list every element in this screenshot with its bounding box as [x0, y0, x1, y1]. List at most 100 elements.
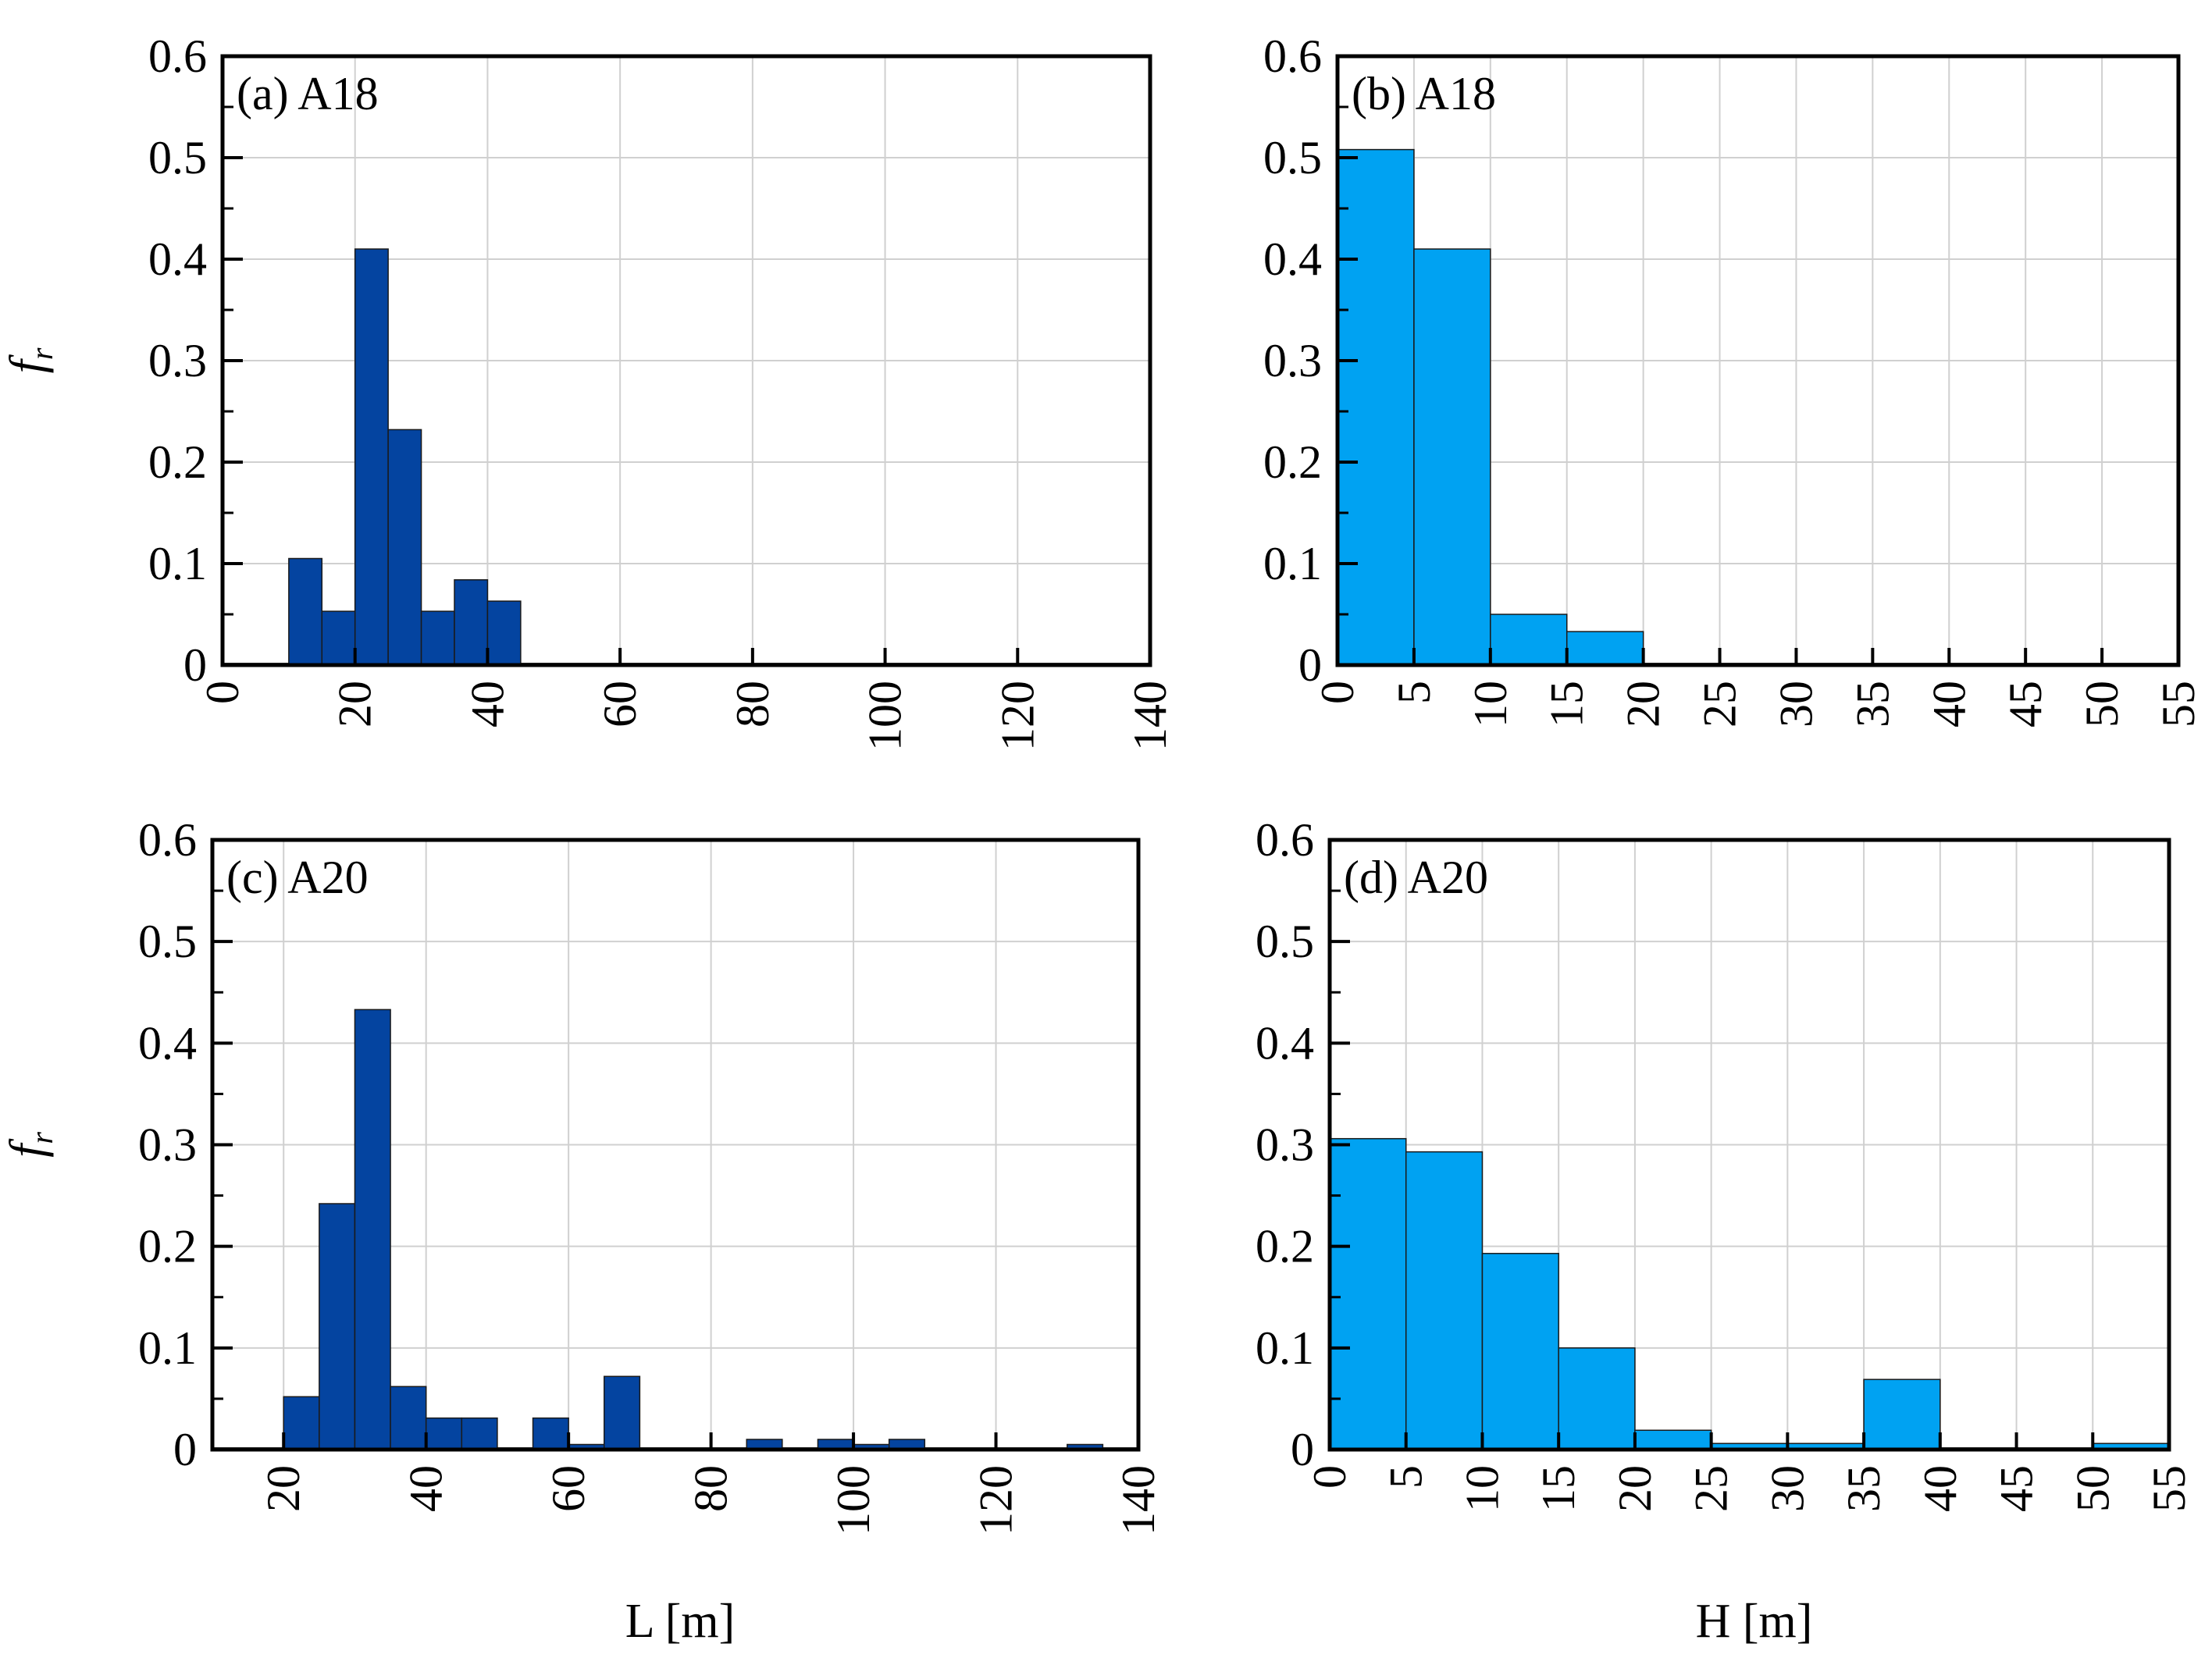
y-tick-label: 0.2 [148, 436, 207, 488]
histogram-bar [288, 557, 323, 666]
panel-a-length-A18: 0 0.1 0.2 0.3 0.4 0.5 0.6 0 20 40 60 80 100 120 140 (a)… [1, 30, 1176, 751]
histogram-bar [1490, 614, 1568, 666]
x-tick-label: 10 [1465, 681, 1516, 728]
y-tick-label: 0.6 [138, 814, 197, 866]
y-tick-label: 0.1 [1263, 538, 1322, 589]
y-tick-label: 0.2 [138, 1221, 197, 1272]
x-tick-label: 50 [2076, 681, 2128, 728]
x-tick-label: 5 [1380, 1465, 1432, 1489]
y-tick-label: 0.1 [148, 538, 207, 589]
y-tick-label: 0.3 [1256, 1119, 1314, 1171]
panel-label: (b) A18 [1352, 68, 1496, 119]
x-tick-label: 40 [401, 1465, 452, 1512]
histogram-bar [532, 1417, 569, 1450]
histogram-bar [420, 610, 455, 666]
x-tick-label: 55 [2143, 1465, 2195, 1512]
x-tick-label: 30 [1761, 1465, 1813, 1512]
y-axis-title-subscript: r [24, 1132, 59, 1144]
y-tick-label: 0.6 [1256, 814, 1314, 866]
x-tick-label: 80 [686, 1465, 737, 1512]
x-tick-label: 35 [1847, 681, 1898, 728]
y-tick-label: 0.5 [1263, 132, 1322, 183]
y-tick-label: 0.2 [1263, 436, 1322, 488]
histogram-bar [390, 1386, 427, 1450]
x-tick-label: 15 [1541, 681, 1593, 728]
x-axis-title: H [m] [1696, 1595, 1813, 1648]
x-tick-label: 100 [828, 1465, 879, 1535]
panel-label: (c) A20 [226, 852, 369, 903]
x-tick-label: 5 [1388, 681, 1440, 704]
histogram-bar [454, 579, 489, 666]
y-axis-title: fr [1, 1132, 59, 1158]
panel-c-length-A20: 0 0.1 0.2 0.3 0.4 0.5 0.6 20 40 60 80 100 120 140 (c) … [1, 814, 1164, 1648]
y-tick-label: 0.5 [148, 132, 207, 183]
panel-d-height-A20: 0 0.1 0.2 0.3 0.4 0.5 0.6 0 5 10 15 20 25 30 35 40 45 50 5… [1256, 814, 2195, 1648]
x-tick-label: 25 [1686, 1465, 1737, 1512]
histogram-bar [1863, 1379, 1941, 1450]
histogram-bar [461, 1417, 498, 1450]
y-tick-label: 0.4 [1256, 1017, 1314, 1069]
y-tick-label: 0.1 [1256, 1322, 1314, 1374]
y-tick-label: 0.4 [1263, 233, 1322, 285]
x-tick-label: 45 [1991, 1465, 2043, 1512]
histogram-bar [1558, 1347, 1636, 1450]
x-tick-label: 55 [2153, 681, 2204, 728]
histogram-bar [1634, 1429, 1712, 1450]
x-tick-label: 10 [1456, 1465, 1508, 1512]
y-tick-label: 0.5 [1256, 916, 1314, 967]
y-tick-label: 0.4 [138, 1017, 197, 1069]
x-tick-label: 40 [1915, 1465, 1966, 1512]
histogram-bar [1565, 631, 1644, 666]
histogram-bar [319, 1203, 356, 1450]
x-tick-label: 60 [543, 1465, 594, 1512]
panel-label: (d) A20 [1344, 852, 1488, 903]
x-tick-label: 35 [1838, 1465, 1890, 1512]
x-axis-title: L [m] [625, 1595, 736, 1648]
histogram-bar [387, 429, 422, 666]
y-tick-label: 0.4 [148, 233, 207, 285]
x-tick-label: 0 [1304, 1465, 1355, 1489]
y-tick-label: 0.3 [1263, 335, 1322, 386]
histogram-bar [1337, 148, 1415, 666]
x-tick-label: 0 [197, 681, 248, 704]
x-tick-label: 20 [258, 1465, 309, 1512]
x-tick-label: 45 [2000, 681, 2051, 728]
y-tick-label: 0.5 [138, 916, 197, 967]
y-tick-label: 0 [173, 1424, 197, 1475]
histogram-bar [486, 600, 522, 666]
x-tick-label: 20 [1609, 1465, 1661, 1512]
x-tick-label: 15 [1533, 1465, 1584, 1512]
panel-label: (a) A18 [237, 68, 379, 119]
y-tick-label: 0 [183, 639, 207, 691]
y-tick-label: 0.6 [148, 30, 207, 82]
x-tick-label: 100 [860, 681, 911, 751]
histogram-bar [604, 1375, 641, 1450]
y-tick-label: 0.3 [138, 1119, 197, 1171]
y-tick-label: 0 [1298, 639, 1322, 691]
histogram-bar [1413, 248, 1491, 666]
panel-b-height-A18: 0 0.1 0.2 0.3 0.4 0.5 0.6 0 5 10 15 20 25 30 35 40 45 50 5… [1263, 30, 2204, 728]
x-tick-label: 80 [727, 681, 778, 728]
x-tick-label: 50 [2067, 1465, 2118, 1512]
y-tick-label: 0.3 [148, 335, 207, 386]
y-tick-label: 0.1 [138, 1322, 197, 1374]
x-tick-label: 60 [594, 681, 646, 728]
histogram-bar [425, 1417, 463, 1450]
x-tick-label: 140 [1113, 1465, 1164, 1535]
x-tick-label: 140 [1124, 681, 1176, 751]
x-tick-label: 20 [1618, 681, 1669, 728]
histogram-bar [283, 1396, 320, 1450]
y-tick-label: 0 [1291, 1424, 1314, 1475]
x-tick-label: 120 [971, 1465, 1022, 1535]
x-tick-label: 25 [1694, 681, 1746, 728]
y-axis-title: fr [1, 347, 59, 373]
x-tick-label: 40 [461, 681, 513, 728]
histogram-bar [354, 1009, 391, 1450]
histogram-bar [1481, 1253, 1559, 1450]
x-tick-label: 20 [329, 681, 381, 728]
x-tick-label: 40 [1923, 681, 1975, 728]
x-tick-label: 120 [992, 681, 1043, 751]
y-axis-title-subscript: r [24, 347, 59, 360]
histogram-bar [354, 248, 389, 666]
